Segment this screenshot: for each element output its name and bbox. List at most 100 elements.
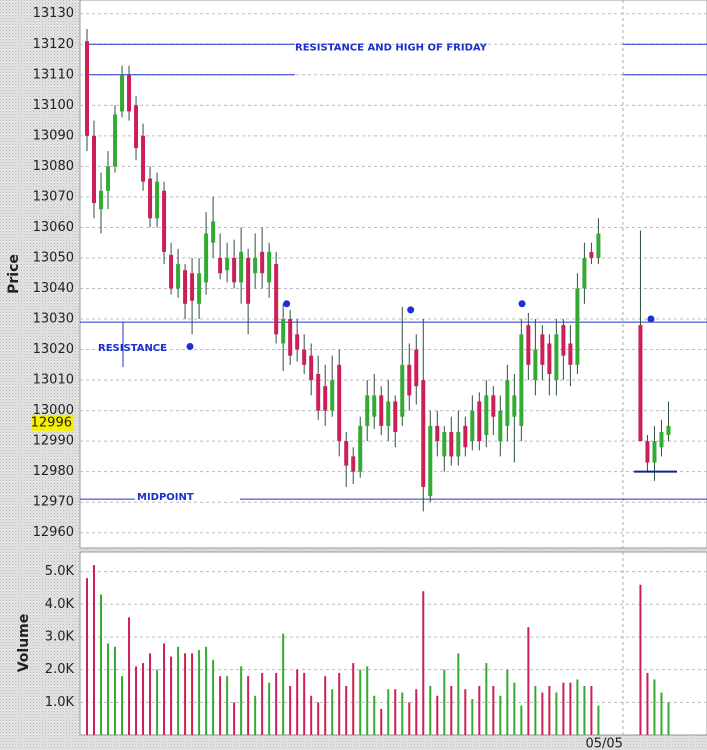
volume-bar — [450, 685, 453, 735]
candle-body — [428, 425, 433, 497]
volume-bar — [170, 656, 173, 735]
candle-body — [372, 395, 377, 417]
candle-body — [309, 355, 314, 381]
volume-bar — [219, 676, 222, 735]
candle-body — [533, 349, 538, 381]
candle-body — [323, 386, 328, 411]
price-axis-title: Price — [6, 254, 22, 294]
volume-bar — [352, 663, 355, 735]
marker-dot — [518, 300, 526, 308]
volume-bar — [226, 676, 229, 735]
candle-body — [596, 233, 601, 258]
candle-body — [659, 431, 664, 448]
volume-bar — [233, 702, 236, 735]
volume-bar — [387, 689, 390, 735]
candle-body — [645, 441, 650, 463]
candle-body — [99, 190, 104, 210]
candle-body — [421, 380, 426, 487]
volume-bar — [478, 685, 481, 735]
volume-bar — [394, 689, 397, 735]
volume-bar — [429, 685, 432, 735]
volume-bar — [114, 646, 117, 735]
volume-bar — [548, 685, 551, 735]
candle-body — [127, 74, 132, 112]
candle-body — [498, 410, 503, 442]
volume-bar — [401, 692, 404, 735]
volume-bar — [107, 643, 110, 735]
candle-body — [120, 74, 125, 112]
volume-bar — [569, 682, 572, 735]
volume-bar — [555, 692, 558, 735]
y-tick-label: 2.0K — [45, 662, 75, 677]
y-tick-label: 12990 — [33, 434, 74, 449]
volume-bar — [296, 669, 299, 735]
volume-bar — [282, 633, 285, 735]
candle-body — [393, 401, 398, 432]
volume-bar — [310, 695, 313, 735]
volume-bar — [590, 685, 593, 735]
volume-bar — [331, 689, 334, 735]
volume-bar — [597, 705, 600, 735]
volume-bar — [653, 679, 656, 735]
y-tick-label: 13070 — [33, 189, 74, 204]
volume-bar — [562, 682, 565, 735]
volume-bar — [366, 666, 369, 735]
y-tick-label: 13010 — [33, 373, 74, 388]
last-price-label: 12996 — [31, 415, 72, 430]
candle-body — [358, 425, 363, 472]
candle-body — [351, 456, 356, 472]
volume-bar — [667, 702, 670, 735]
volume-bar — [646, 672, 649, 735]
volume-bar — [338, 672, 341, 735]
candle-body — [162, 190, 167, 252]
volume-bar — [128, 617, 131, 735]
candle-body — [561, 325, 566, 356]
volume-bar — [240, 666, 243, 735]
volume-bar — [198, 650, 201, 735]
candle-body — [92, 135, 97, 204]
candle-body — [666, 425, 671, 436]
y-tick-label: 13000 — [33, 403, 74, 418]
volume-bar — [415, 689, 418, 735]
volume-bar — [303, 672, 306, 735]
candle-body — [554, 334, 559, 381]
volume-bar — [254, 695, 257, 735]
candle-body — [218, 257, 223, 274]
candle-body — [512, 395, 517, 417]
volume-bar — [324, 676, 327, 735]
candle-body — [190, 273, 195, 301]
y-tick-label: 1.0K — [45, 695, 75, 710]
x-tick-label: 05/05 — [585, 737, 622, 750]
volume-bar — [345, 685, 348, 735]
y-tick-label: 13080 — [33, 159, 74, 174]
volume-bar — [177, 646, 180, 735]
candle-body — [547, 343, 552, 374]
candle-body — [141, 135, 146, 182]
candle-body — [169, 254, 174, 289]
candle-body — [589, 251, 594, 258]
volume-bar — [457, 653, 460, 735]
candle-body — [267, 251, 272, 283]
volume-bar — [534, 685, 537, 735]
y-tick-label: 12960 — [33, 525, 74, 540]
candle-body — [386, 401, 391, 426]
candle-body — [414, 349, 419, 387]
candle-body — [365, 395, 370, 426]
y-tick-label: 13100 — [33, 98, 74, 113]
candle-body — [155, 181, 160, 219]
volume-bar — [191, 653, 194, 735]
candle-body — [134, 105, 139, 149]
volume-panel — [79, 551, 707, 736]
volume-bar — [275, 672, 278, 735]
candle-body — [470, 410, 475, 442]
volume-bar — [492, 685, 495, 735]
y-tick-label: 13130 — [33, 6, 74, 21]
y-tick-label: 4.0K — [45, 597, 75, 612]
volume-bar — [485, 663, 488, 735]
level-label: RESISTANCE AND HIGH OF FRIDAY — [295, 42, 488, 53]
candle-body — [505, 380, 510, 426]
candle-body — [540, 334, 545, 365]
volume-bar — [436, 695, 439, 735]
candle-body — [295, 334, 300, 350]
last-price-box — [32, 414, 74, 431]
